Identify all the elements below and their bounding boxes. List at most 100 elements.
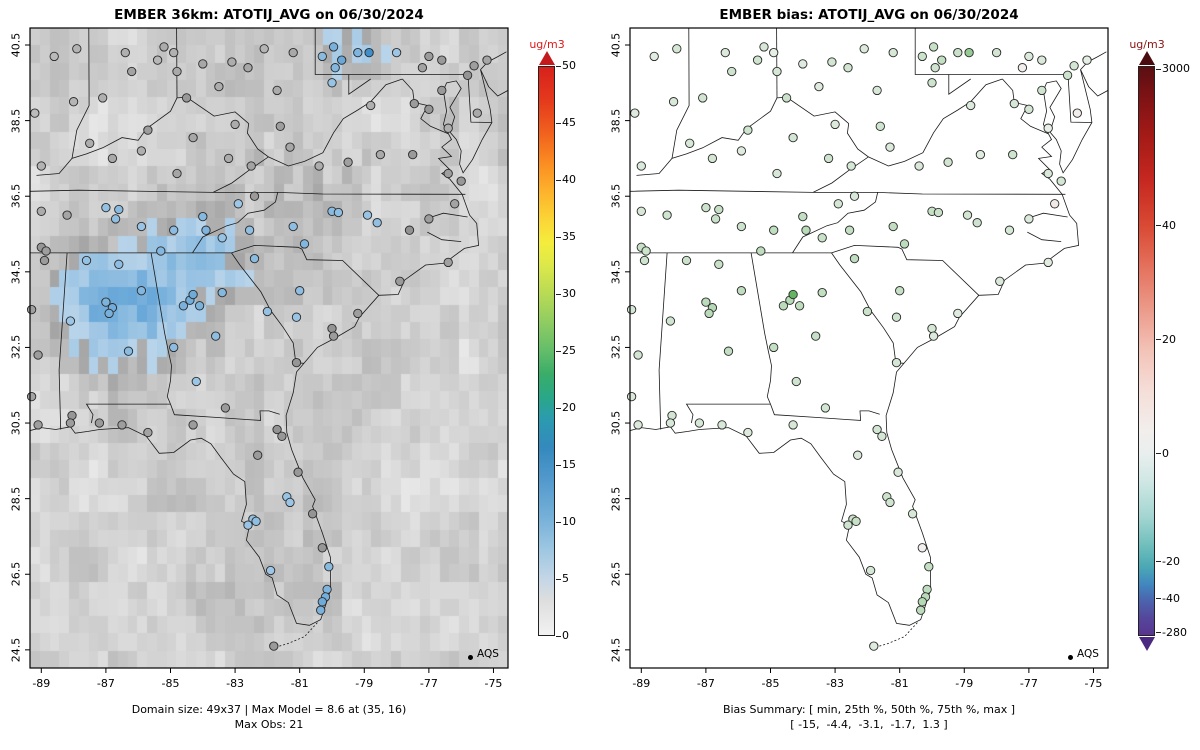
station-point — [872, 85, 882, 96]
station-point — [30, 108, 40, 118]
station-point — [922, 584, 932, 595]
station-point — [143, 427, 153, 438]
station-point — [630, 108, 640, 118]
map-boundary-line — [480, 51, 507, 70]
station-point — [891, 357, 902, 368]
station-point — [1009, 98, 1019, 109]
station-point — [759, 42, 769, 52]
station-point — [843, 520, 853, 530]
station-point — [928, 331, 939, 341]
station-point — [375, 149, 386, 160]
station-point — [317, 543, 327, 553]
colorbar-tick-label: 25 — [562, 344, 576, 357]
station-point — [953, 308, 963, 319]
colorbar-tick-mark — [1156, 453, 1161, 455]
station-point — [65, 418, 76, 428]
station-point — [117, 420, 127, 430]
y-tick-label: 34.5 — [609, 259, 623, 285]
station-point — [233, 199, 243, 209]
x-tick-label: -79 — [955, 677, 974, 690]
plot-frame — [29, 27, 509, 669]
station-point — [188, 132, 198, 143]
station-point — [333, 207, 344, 218]
map-boundary-line — [1043, 69, 1093, 174]
station-point — [972, 218, 982, 228]
station-point — [736, 286, 747, 296]
colorbar-tick-label: 5 — [562, 572, 569, 585]
station-point — [26, 391, 37, 402]
station-point — [169, 225, 179, 235]
station-point — [704, 308, 714, 319]
station-point — [181, 93, 192, 103]
map-svg — [625, 27, 1109, 673]
map-boundary-line — [314, 28, 468, 75]
station-point — [710, 214, 721, 224]
station-point — [136, 221, 147, 232]
station-point — [662, 210, 672, 220]
station-point — [672, 44, 682, 54]
station-point — [1056, 176, 1066, 186]
station-point — [930, 63, 940, 73]
station-point — [633, 420, 643, 430]
station-point — [833, 199, 843, 209]
bias-map-plot: AQS — [625, 27, 1109, 673]
station-point — [41, 246, 51, 256]
caption-line2: Max Obs: 21 — [234, 718, 304, 731]
colorbar-tick-mark — [556, 464, 561, 466]
map-boundary-line — [671, 28, 690, 159]
station-point — [230, 119, 240, 130]
station-point — [409, 98, 419, 109]
colorbar-tick-mark — [1156, 68, 1161, 70]
station-point — [307, 509, 318, 519]
station-point — [327, 323, 337, 334]
station-point — [714, 204, 724, 215]
station-point — [917, 51, 927, 62]
station-point — [633, 350, 643, 360]
station-point — [907, 509, 918, 519]
station-point — [178, 301, 189, 311]
station-point — [362, 210, 373, 220]
station-point — [65, 316, 76, 326]
model-colorbar — [538, 66, 555, 636]
station-point — [327, 78, 337, 88]
x-tick-label: -87 — [696, 677, 715, 690]
x-tick-label: -79 — [355, 677, 374, 690]
station-point — [752, 55, 763, 65]
station-point — [720, 47, 730, 58]
station-point — [962, 210, 973, 220]
map-boundary-line — [792, 192, 879, 254]
station-point — [772, 66, 782, 77]
map-boundary-line — [85, 403, 171, 424]
station-point — [143, 125, 153, 135]
station-point — [830, 119, 840, 130]
station-point — [817, 287, 827, 298]
station-point — [243, 63, 253, 73]
y-tick-label: 26.5 — [9, 561, 23, 587]
station-point — [966, 100, 976, 111]
station-point — [743, 427, 753, 438]
colorbar-tick-label: 40 — [1162, 218, 1176, 232]
station-point — [272, 424, 282, 435]
station-point — [328, 331, 339, 341]
station-point — [39, 255, 50, 266]
station-point — [727, 66, 737, 77]
station-point — [917, 597, 927, 607]
station-point — [372, 218, 382, 228]
colorbar-tick-label: 30 — [562, 287, 576, 300]
station-point — [188, 420, 198, 430]
station-point — [152, 55, 163, 65]
station-point — [888, 47, 898, 58]
x-tick-label: -77 — [419, 677, 438, 690]
station-point — [194, 301, 205, 311]
station-point — [156, 246, 166, 256]
station-point — [636, 206, 646, 216]
station-point — [1043, 168, 1053, 179]
station-point — [317, 597, 327, 607]
map-boundary-line — [1080, 51, 1107, 70]
map-boundary-line — [630, 194, 1080, 626]
aqs-legend-label: AQS — [1077, 648, 1099, 660]
station-point — [707, 153, 718, 164]
station-point — [928, 42, 939, 52]
y-tick-label: 40.5 — [9, 32, 23, 58]
station-point — [626, 391, 637, 402]
